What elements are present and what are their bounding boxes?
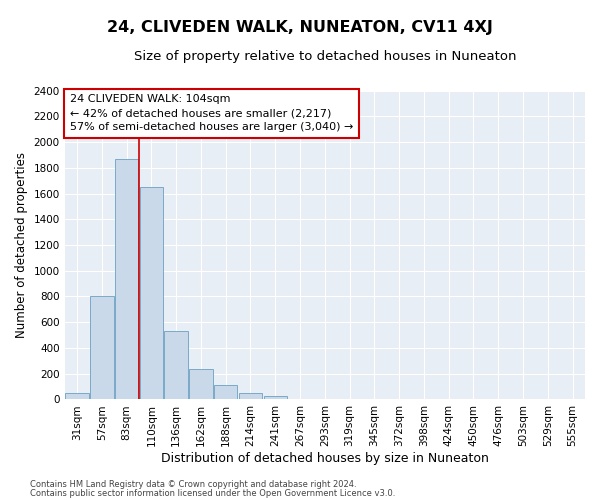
X-axis label: Distribution of detached houses by size in Nuneaton: Distribution of detached houses by size …	[161, 452, 489, 465]
Bar	[239, 393, 262, 400]
Bar	[115, 159, 139, 400]
Bar	[214, 386, 238, 400]
Text: 24 CLIVEDEN WALK: 104sqm
← 42% of detached houses are smaller (2,217)
57% of sem: 24 CLIVEDEN WALK: 104sqm ← 42% of detach…	[70, 94, 353, 132]
Title: Size of property relative to detached houses in Nuneaton: Size of property relative to detached ho…	[134, 50, 516, 63]
Bar	[140, 187, 163, 400]
Bar	[189, 368, 213, 400]
Bar	[288, 399, 312, 400]
Bar	[263, 396, 287, 400]
Bar	[65, 393, 89, 400]
Y-axis label: Number of detached properties: Number of detached properties	[15, 152, 28, 338]
Bar	[90, 296, 113, 400]
Bar	[313, 399, 337, 400]
Text: Contains public sector information licensed under the Open Government Licence v3: Contains public sector information licen…	[30, 489, 395, 498]
Text: 24, CLIVEDEN WALK, NUNEATON, CV11 4XJ: 24, CLIVEDEN WALK, NUNEATON, CV11 4XJ	[107, 20, 493, 35]
Text: Contains HM Land Registry data © Crown copyright and database right 2024.: Contains HM Land Registry data © Crown c…	[30, 480, 356, 489]
Bar	[164, 331, 188, 400]
